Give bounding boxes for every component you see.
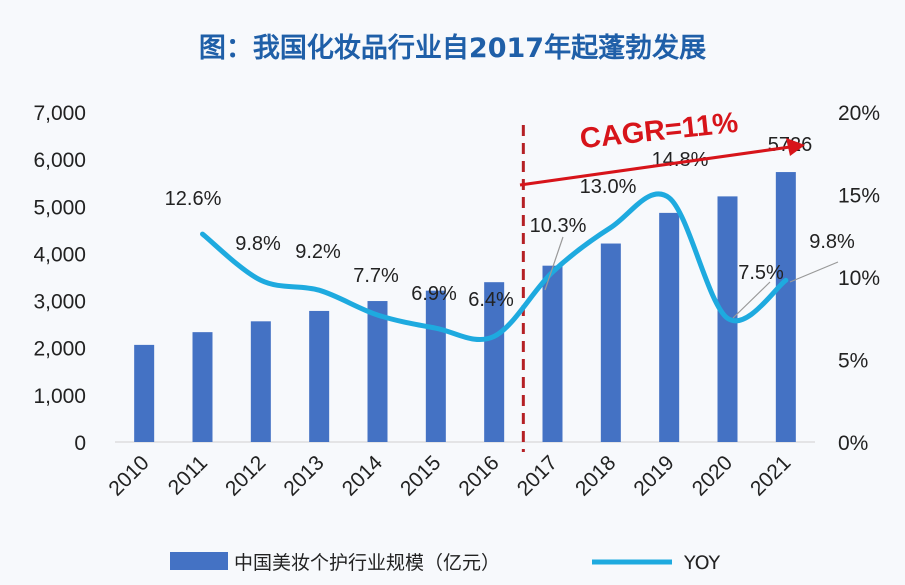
bar-2019 <box>659 212 680 442</box>
yoy-data-label: 6.9% <box>411 283 457 305</box>
bar-2011 <box>192 332 213 442</box>
yoy-data-label: 7.5% <box>738 262 784 284</box>
yoy-data-label: 12.6% <box>165 188 222 210</box>
bar-2021 <box>775 172 796 442</box>
x-axis-tick-label: 2012 <box>221 451 270 500</box>
yoy-data-label: 9.8% <box>809 231 855 253</box>
left-axis-tick-label: 4,000 <box>33 243 86 266</box>
legend-bar-swatch <box>170 552 228 570</box>
cagr-arrow-line <box>519 145 791 187</box>
left-axis-tick-label: 7,000 <box>33 102 86 125</box>
right-axis-tick-label: 0% <box>838 432 868 455</box>
yoy-data-label: 6.4% <box>468 289 514 311</box>
x-axis-tick-label: 2020 <box>688 451 737 500</box>
bar-2016 <box>484 282 505 442</box>
arrow-head-icon <box>786 138 805 156</box>
yoy-data-label: 9.8% <box>235 233 281 255</box>
right-axis-tick-label: 15% <box>838 185 880 208</box>
yoy-data-label: 13.0% <box>580 176 637 198</box>
left-axis-tick-label: 1,000 <box>33 385 86 408</box>
x-axis-tick-label: 2021 <box>746 451 795 500</box>
x-axis-tick-label: 2013 <box>279 451 328 500</box>
data-label-leader-line <box>544 236 564 291</box>
x-axis-tick-label: 2011 <box>164 451 212 499</box>
right-axis-tick-label: 5% <box>838 350 868 373</box>
yoy-data-label: 9.2% <box>295 241 341 263</box>
left-axis-tick-label: 6,000 <box>33 149 86 172</box>
left-axis-tick-label: 3,000 <box>33 291 86 314</box>
yoy-data-label: 10.3% <box>530 215 587 237</box>
bar-2018 <box>600 243 621 442</box>
chart-title: 图：我国化妆品行业自2017年起蓬勃发展 <box>198 33 707 64</box>
bar-2015 <box>425 290 446 442</box>
x-axis-tick-label: 2016 <box>454 451 503 500</box>
data-label-leader-line <box>789 261 839 283</box>
cagr-annotation: CAGR=11% <box>578 107 739 155</box>
yoy-line <box>200 191 789 343</box>
bar-2012 <box>250 321 271 442</box>
legend-line-label: YOY <box>683 552 720 574</box>
x-axis-tick-label: 2019 <box>629 451 678 500</box>
bar-2013 <box>309 310 330 442</box>
x-axis-tick-label: 2018 <box>571 451 620 500</box>
left-axis-tick-label: 0 <box>74 432 86 455</box>
left-axis-tick-label: 5,000 <box>33 196 86 219</box>
bar-2017 <box>542 265 563 442</box>
bar-2014 <box>367 301 388 442</box>
right-axis-tick-label: 10% <box>838 267 880 290</box>
bar-2010 <box>134 344 155 442</box>
x-axis-tick-label: 2014 <box>338 451 388 501</box>
x-axis-tick-label: 2017 <box>513 451 562 500</box>
right-axis-tick-label: 20% <box>838 102 880 125</box>
yoy-data-label: 7.7% <box>353 265 399 287</box>
legend-bar-label: 中国美妆个护行业规模（亿元） <box>234 552 500 574</box>
data-label-leader-line <box>732 281 771 319</box>
left-axis-tick-label: 2,000 <box>33 338 86 361</box>
x-axis-tick-label: 2010 <box>104 451 153 500</box>
x-axis-tick-label: 2015 <box>396 451 445 500</box>
